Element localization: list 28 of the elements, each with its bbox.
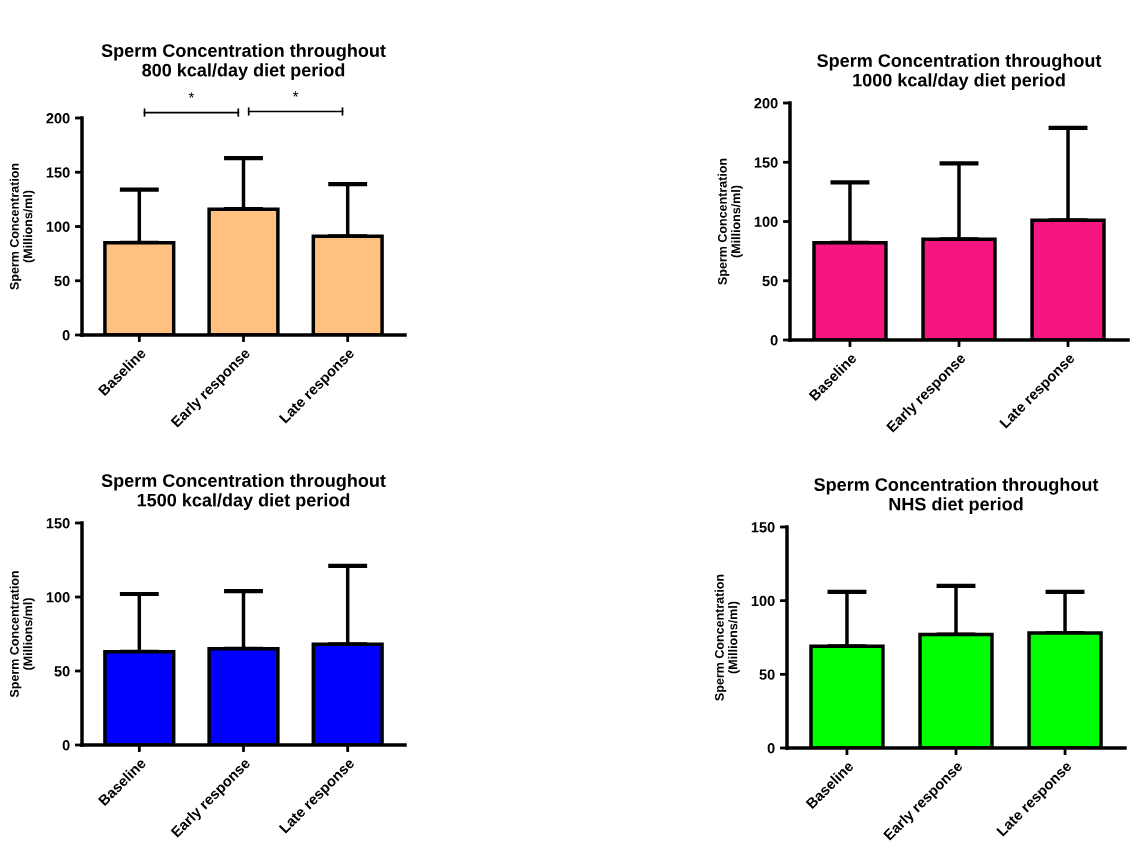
y-tick-label: 150 <box>46 167 70 178</box>
y-tick-label: 50 <box>762 275 778 287</box>
text: * <box>292 91 299 97</box>
y-tick-label: 100 <box>754 216 778 227</box>
y-axis-title: Sperm Concentration (Millions/ml) <box>714 574 740 701</box>
y-tick-label: 50 <box>54 666 70 677</box>
y-tick-label: 100 <box>751 595 775 607</box>
y-axis-title: Sperm Concentration (Millions/ml) <box>9 571 35 698</box>
y-axis-title: Sperm Concentration (Millions/ml) <box>9 163 35 290</box>
y-tick-label: 150 <box>46 518 70 529</box>
y-tick-label: 150 <box>754 157 778 168</box>
y-tick-label: 0 <box>62 330 70 341</box>
chart-title: Sperm Concentration throughout 1500 kcal/day diet period <box>101 473 386 511</box>
y-tick-label: 50 <box>54 275 70 287</box>
y-tick-label: 0 <box>767 743 775 754</box>
y-tick-label: 100 <box>46 592 70 603</box>
y-tick-label: 200 <box>754 98 778 109</box>
chart-title: Sperm Concentration throughout NHS diet period <box>814 477 1099 515</box>
y-tick-label: 0 <box>62 740 70 751</box>
y-axis-title: Sperm Concentration (Millions/ml) <box>717 158 743 285</box>
y-tick-label: 50 <box>759 669 775 680</box>
y-tick-label: 100 <box>46 221 70 232</box>
text: * <box>188 92 195 98</box>
y-tick-label: 0 <box>770 335 778 346</box>
y-tick-label: 200 <box>46 113 70 124</box>
y-tick-label: 150 <box>751 522 775 533</box>
chart-title: Sperm Concentration throughout 800 kcal/day diet period <box>101 43 386 81</box>
chart-title: Sperm Concentration throughout 1000 kcal/day diet period <box>817 53 1102 91</box>
